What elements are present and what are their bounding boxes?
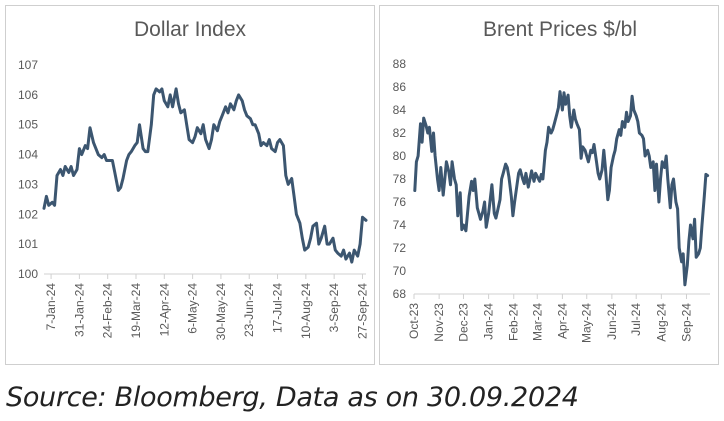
y-tick-label: 86 xyxy=(393,80,407,94)
x-tick-label: 3-Sep-24 xyxy=(327,283,341,333)
x-tick-label: 17-Jul-24 xyxy=(271,283,285,333)
x-tick-label: 7-Jan-24 xyxy=(44,283,58,331)
x-tick-label: Jul-24 xyxy=(629,303,643,336)
x-tick-label: Dec-23 xyxy=(456,303,470,342)
x-tick-label: 23-Jun-24 xyxy=(242,283,256,337)
chart-title: Dollar Index xyxy=(134,18,247,41)
x-tick-label: Sep-24 xyxy=(679,303,693,342)
dollar-index-panel: Dollar Index 100 101 102 103 104 105 106 107 7-Ja… xyxy=(5,5,375,365)
x-tick-label: Nov-23 xyxy=(432,303,446,342)
chart-title: Brent Prices $/bl xyxy=(483,18,637,41)
y-tick-label: 106 xyxy=(18,88,38,102)
dollar-index-chart: Dollar Index 100 101 102 103 104 105 106 107 7-Ja… xyxy=(18,18,369,341)
source-note: Source: Bloomberg, Data as on 30.09.2024 xyxy=(6,382,579,413)
y-tick-label: 70 xyxy=(393,264,407,278)
x-tick-label: Oct-23 xyxy=(407,303,421,339)
x-tick-label: 10-Aug-24 xyxy=(299,283,313,339)
y-tick-label: 78 xyxy=(393,172,407,186)
x-tick-label: 6-May-24 xyxy=(186,283,200,334)
y-tick-label: 80 xyxy=(393,149,407,163)
x-tick-label: May-24 xyxy=(580,303,594,343)
brent-prices-panel: Brent Prices $/bl 68 70 72 74 76 78 80 82 84 86 88 O… xyxy=(379,5,719,365)
x-tick-label: 12-Apr-24 xyxy=(157,283,171,337)
y-tick-label: 68 xyxy=(393,287,407,301)
series-line xyxy=(42,87,368,264)
x-tick-label: Mar-24 xyxy=(530,303,544,341)
y-tick-label: 100 xyxy=(18,267,38,281)
y-tick-label: 76 xyxy=(393,195,407,209)
x-tick-label: Feb-24 xyxy=(507,303,521,341)
series-line xyxy=(413,90,710,287)
y-tick-label: 72 xyxy=(393,241,407,255)
x-tick-label: Jun-24 xyxy=(605,303,619,340)
y-tick-label: 74 xyxy=(393,218,407,232)
y-tick-label: 107 xyxy=(18,58,38,72)
y-tick-label: 82 xyxy=(393,126,407,140)
x-tick-label: 24-Feb-24 xyxy=(101,283,115,339)
y-tick-label: 103 xyxy=(18,177,38,191)
x-tick-label: Aug-24 xyxy=(654,303,668,342)
y-tick-label: 88 xyxy=(393,57,407,71)
y-tick-label: 104 xyxy=(18,148,38,162)
x-tick-label: 27-Sep-24 xyxy=(355,283,369,339)
y-tick-label: 102 xyxy=(18,207,38,221)
x-tick-label: 30-May-24 xyxy=(214,283,228,341)
brent-prices-chart: Brent Prices $/bl 68 70 72 74 76 78 80 82 84 86 88 O… xyxy=(393,18,710,343)
x-tick-label: Apr-24 xyxy=(555,303,569,339)
y-tick-label: 105 xyxy=(18,118,38,132)
y-tick-label: 84 xyxy=(393,103,407,117)
x-tick-label: 19-Mar-24 xyxy=(129,283,143,339)
x-tick-label: 31-Jan-24 xyxy=(72,283,86,337)
x-tick-label: Jan-24 xyxy=(482,303,496,340)
y-tick-label: 101 xyxy=(18,237,38,251)
